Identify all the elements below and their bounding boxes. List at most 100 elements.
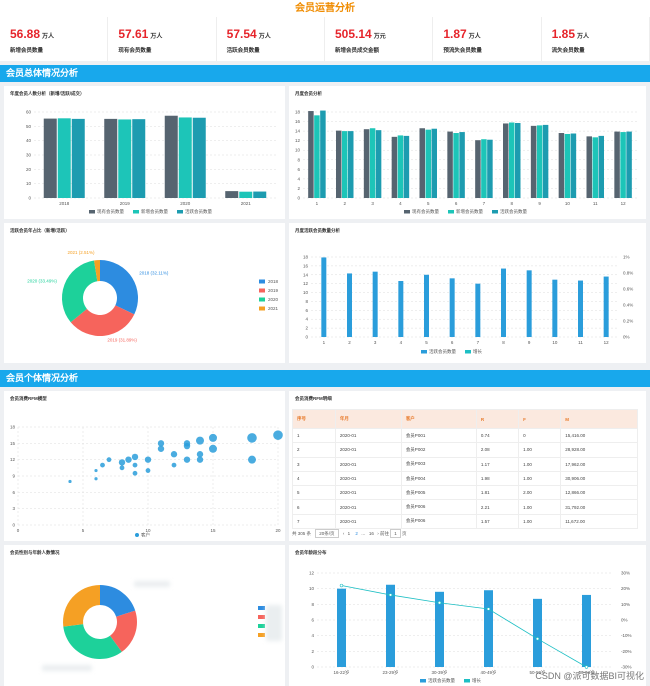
table-row: 7 2020-01 会员P006 1.57 1.00 11,672.00: [292, 513, 638, 530]
pie-slice: [63, 624, 122, 659]
table-cell: 会员P001: [400, 427, 477, 444]
growth-point: [437, 601, 442, 605]
legend-swatch: [259, 306, 265, 311]
y-tick-label: 10: [295, 148, 301, 153]
pie-slice: [100, 260, 138, 315]
legend-swatch: [464, 679, 470, 683]
scatter-point: [100, 462, 105, 468]
legend-label: 活跃会员数量: [185, 208, 212, 215]
x-tick-label: 6: [451, 340, 454, 345]
y2-tick-label: 0%: [621, 618, 628, 623]
y-tick-label: 0: [305, 335, 308, 340]
panel-title: 会员消费RFM明细: [295, 396, 332, 401]
table-row: 6 2020-01 会员P006 2.21 1.00 31,792.00: [292, 499, 638, 515]
prev-page-button[interactable]: ‹: [342, 531, 345, 536]
column-header[interactable]: 客户: [400, 409, 477, 429]
next-page-button[interactable]: ›: [377, 531, 379, 536]
legend-label: 2018: [268, 279, 279, 284]
column-header[interactable]: M: [560, 409, 638, 429]
page-16[interactable]: 16: [368, 531, 374, 536]
kpi-card: 1.87 万人 预流失会员数量: [433, 17, 542, 61]
table-cell: 1.00: [518, 456, 562, 472]
bar: [239, 191, 253, 198]
x-tick-label: 60-64岁: [578, 669, 594, 676]
column-header[interactable]: F: [518, 409, 562, 429]
scatter-point: [118, 459, 126, 466]
table-row: 3 2020-01 会员P003 1.17 1.00 17,962.00: [292, 456, 638, 472]
table-cell: 1.00: [518, 442, 562, 458]
goto-input[interactable]: 1: [390, 529, 401, 538]
scatter-point: [247, 433, 257, 443]
scatter-point: [106, 457, 112, 463]
bar: [475, 283, 481, 337]
bar: [598, 135, 604, 198]
x-tick-label: 1: [323, 340, 326, 345]
x-tick-label: 9: [538, 201, 541, 206]
growth-point: [339, 583, 344, 588]
watermark: CSDN @派可数据BI可视化: [535, 671, 644, 681]
bar: [342, 131, 348, 198]
legend-swatch: [421, 350, 427, 354]
column-header[interactable]: 序号: [292, 409, 336, 429]
y2-tick-label: 0.2%: [623, 319, 633, 324]
y-tick-label: 10: [303, 290, 309, 295]
y-tick-label: 9: [12, 474, 15, 479]
table-cell: 1.00: [518, 513, 562, 530]
y-tick-label: 6: [311, 618, 314, 623]
kpi-label: 流失会员数量: [551, 48, 585, 54]
bar: [503, 123, 509, 198]
page-size-select[interactable]: 20条/页: [315, 529, 339, 538]
kpi-value: 1.87: [443, 27, 467, 41]
blurred-label: [134, 581, 170, 587]
x-tick-label: 12: [621, 201, 627, 206]
column-header[interactable]: 年月: [334, 409, 402, 429]
table-cell: 17,962.00: [560, 456, 638, 472]
legend-label: 2020: [268, 297, 279, 302]
bar: [372, 271, 378, 337]
column-header[interactable]: R: [475, 409, 520, 429]
legend-label: 2021: [268, 306, 279, 311]
page-1[interactable]: 1: [347, 531, 351, 536]
x-tick-label: 10: [552, 340, 558, 345]
blurred-legend: [266, 605, 282, 641]
scatter-point: [144, 456, 152, 463]
table-cell: 会员P006: [400, 499, 477, 515]
bar: [71, 118, 85, 198]
table-cell: 会员P003: [400, 456, 477, 472]
y-tick-label: 0: [297, 196, 300, 201]
legend-swatch: [135, 533, 139, 537]
y2-tick-label: 0.6%: [623, 287, 633, 292]
legend-label: 活跃会员数量: [428, 677, 455, 684]
table-cell: 11,672.00: [560, 513, 638, 530]
kpi-unit: 万人: [258, 34, 271, 40]
table-cell: 0.74: [475, 427, 520, 444]
x-tick-label: 3: [374, 340, 377, 345]
bar: [558, 133, 565, 198]
y2-tick-label: 1%: [623, 255, 630, 260]
bar: [347, 273, 352, 337]
page-2[interactable]: 2: [355, 531, 358, 536]
bar: [337, 588, 346, 667]
table-cell: 31,792.00: [560, 499, 638, 515]
x-tick-label: 5: [425, 340, 428, 345]
bar: [533, 598, 542, 667]
y-tick-label: 0: [12, 523, 15, 528]
y-tick-label: 12: [295, 138, 301, 143]
legend-swatch: [258, 624, 265, 628]
bar: [481, 139, 487, 198]
legend-swatch: [420, 679, 426, 683]
x-tick-label: 2021: [241, 201, 252, 206]
x-tick-label: 9: [528, 340, 531, 345]
y2-tick-label: 0%: [623, 335, 630, 340]
x-tick-label: 0: [17, 528, 20, 533]
table-cell: 2.00: [518, 485, 562, 501]
table-row: 1 2020-01 会员P001 0.74 0 15,416.00: [292, 427, 638, 444]
scatter-point: [183, 440, 191, 447]
legend-label: 现有会员数量: [412, 208, 439, 215]
x-tick-label: 40-49岁: [480, 669, 496, 676]
bar: [542, 124, 549, 198]
legend-label: 活跃会员数量: [500, 208, 527, 215]
total-count: 共 305 条: [292, 531, 312, 536]
table-cell: 6: [292, 499, 336, 515]
